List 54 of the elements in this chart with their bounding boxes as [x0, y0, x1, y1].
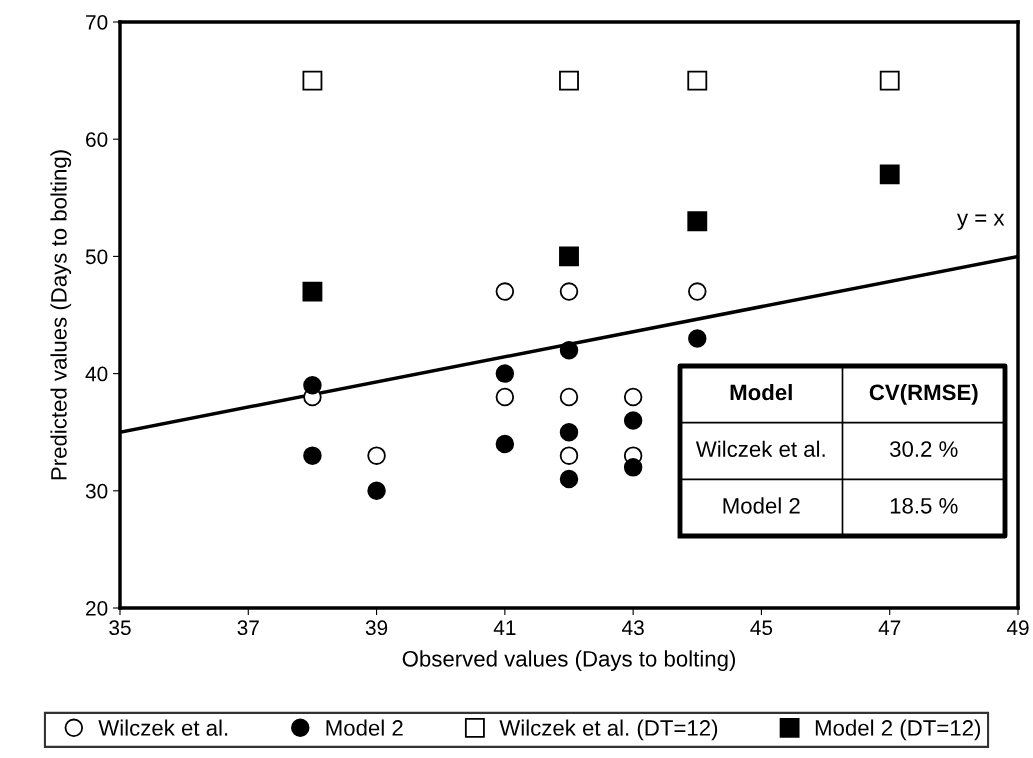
- annotation: Wilczek et al.: [695, 440, 825, 457]
- point: [879, 70, 900, 91]
- point: [559, 469, 579, 489]
- legend-label: Model 2: [326, 719, 403, 736]
- point: [559, 387, 579, 407]
- y-tick-label: 30: [85, 483, 108, 499]
- point: [303, 376, 322, 395]
- point: [559, 70, 579, 91]
- annotation: y = x: [957, 213, 1005, 231]
- x-tick-label: 39: [365, 620, 388, 636]
- annotation: 30.2 %: [890, 441, 958, 457]
- y-tick-label: 40: [85, 366, 108, 382]
- annotation: Model: [730, 383, 792, 401]
- point: [623, 411, 643, 430]
- x-tick-label: 43: [622, 620, 644, 636]
- x-axis-title: Observed values (Days to bolting): [402, 650, 735, 672]
- y-tick-label: 60: [86, 132, 108, 147]
- legend-label: Wilczek et al. (DT=12): [499, 719, 718, 741]
- y-tick-label: 20: [86, 601, 108, 616]
- point: [687, 70, 708, 91]
- point: [302, 281, 323, 302]
- point: [367, 446, 386, 465]
- point: [879, 164, 900, 185]
- point: [495, 434, 515, 454]
- x-tick-label: 35: [109, 620, 131, 636]
- point: [559, 282, 579, 301]
- point: [688, 282, 707, 301]
- point: [495, 282, 515, 301]
- annotation: CV(RMSE): [869, 383, 978, 405]
- x-tick-label: 49: [1006, 620, 1029, 636]
- point: [495, 387, 515, 407]
- legend-label: Wilczek et al.: [98, 719, 228, 736]
- point: [559, 422, 579, 442]
- point: [623, 387, 643, 407]
- annotation: 18.5 %: [890, 497, 958, 514]
- point: [623, 458, 643, 477]
- x-tick-label: 45: [750, 620, 773, 636]
- x-tick-label: 37: [237, 620, 259, 636]
- point: [303, 446, 322, 465]
- x-tick-label: 41: [493, 620, 516, 635]
- y-axis-title: Predicted values (Days to bolting): [50, 150, 72, 480]
- y-tick-label: 50: [85, 249, 108, 265]
- y-tick-label: 70: [86, 15, 108, 30]
- x-tick-label: 47: [878, 620, 901, 635]
- point: [302, 70, 323, 91]
- point: [495, 364, 515, 383]
- point: [687, 211, 708, 232]
- point: [688, 329, 707, 348]
- point: [559, 446, 579, 465]
- point: [367, 481, 386, 501]
- legend-label: Model 2 (DT=12): [815, 719, 981, 741]
- point: [559, 246, 579, 267]
- point: [559, 340, 579, 360]
- annotation: Model 2: [723, 497, 800, 514]
